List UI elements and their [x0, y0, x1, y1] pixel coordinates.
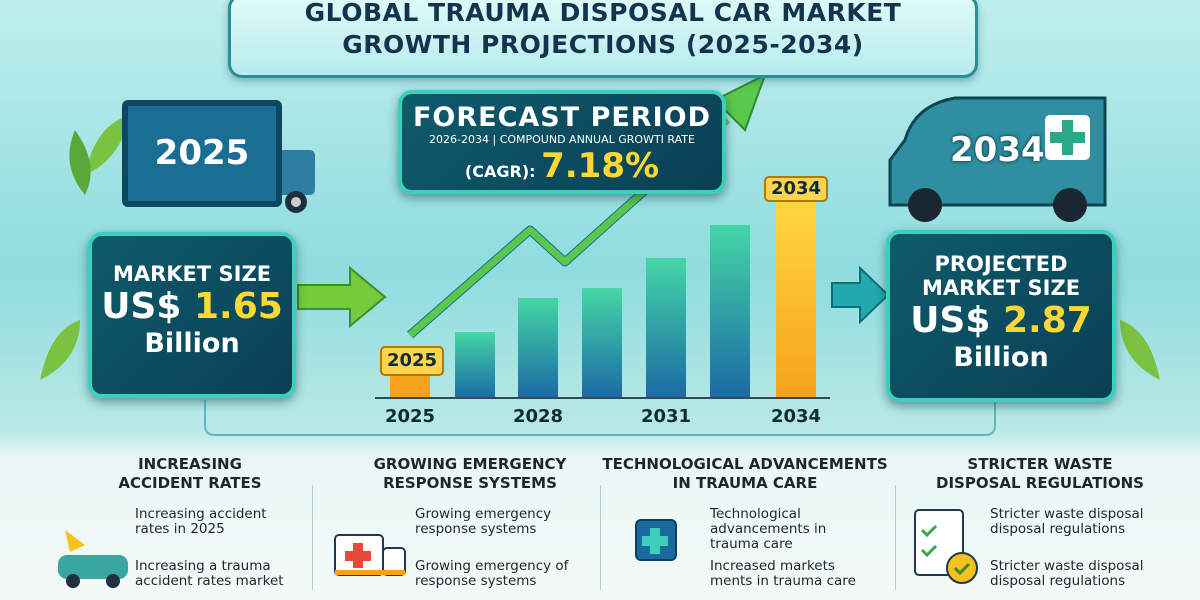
axis-label: 2025: [384, 406, 436, 427]
factor-item: Increasing a trauma accident rates marke…: [135, 558, 284, 589]
factor-item: Increasing accident rates in 2025: [135, 506, 267, 537]
year-label: 2034: [950, 130, 1045, 170]
factor-title-line: STRICTER WASTE: [967, 455, 1113, 473]
label: MARKET SIZE: [112, 262, 272, 286]
label: MARKET SIZE: [921, 276, 1081, 300]
factor-item: Growing emergency of response systems: [415, 558, 569, 589]
factor-item: Stricter waste disposal disposal regulat…: [990, 558, 1144, 589]
value: 1.65: [193, 286, 283, 327]
currency: US$: [910, 300, 991, 341]
market-size-panel: MARKET SIZE US$ 1.65 Billion: [88, 232, 296, 398]
factor-title-line: TECHNOLOGICAL ADVANCEMENTS: [602, 455, 888, 473]
factor-title-line: GROWING EMERGENCY: [373, 455, 567, 473]
projected-panel: PROJECTED MARKET SIZE US$ 2.87 Billion: [886, 230, 1116, 402]
bar-label: 2025: [380, 346, 444, 376]
label: PROJECTED: [934, 252, 1068, 276]
cagr-label: (CAGR):: [464, 162, 536, 181]
factor-item: Growing emergency response systems: [415, 506, 552, 537]
factor-item: Technological advancements in trauma car…: [710, 506, 827, 552]
unit: Billion: [953, 342, 1049, 373]
factor-column: TECHNOLOGICAL ADVANCEMENTS IN TRAUMA CARE…: [600, 455, 890, 589]
factor-title-line: IN TRAUMA CARE: [672, 474, 818, 492]
factor-title: TECHNOLOGICAL ADVANCEMENTS IN TRAUMA CARE: [600, 455, 890, 493]
cagr: 7.18%: [541, 146, 660, 186]
factor-column: INCREASING ACCIDENT RATES Increasing accid…: [45, 455, 335, 589]
axis-label: 2034: [770, 406, 822, 427]
factor-title: STRICTER WASTE DISPOSAL REGULATIONS: [895, 455, 1185, 493]
factor-item: Stricter waste disposal disposal regulat…: [990, 506, 1144, 537]
forecast-subtitle: 2026-2034 | COMPOUND ANNUAL GROWTI RATE: [429, 133, 695, 146]
factor-title-line: INCREASING: [138, 455, 242, 473]
divider: [600, 485, 601, 590]
bar-label: 2034: [764, 176, 828, 202]
factor-title-line: DISPOSAL REGULATIONS: [936, 474, 1144, 492]
title: GLOBAL TRAUMA DISPOSAL CAR MARKET: [304, 0, 902, 27]
factor-column: STRICTER WASTE DISPOSAL REGULATIONS Strict…: [895, 455, 1185, 589]
factor-title: GROWING EMERGENCY RESPONSE SYSTEMS: [325, 455, 615, 493]
factor-title: INCREASING ACCIDENT RATES: [45, 455, 335, 493]
factor-title-line: RESPONSE SYSTEMS: [383, 474, 557, 492]
divider: [895, 485, 896, 590]
divider: [312, 485, 313, 590]
factor-item: Increased markets ments in trauma care: [710, 558, 856, 589]
factor-title-line: ACCIDENT RATES: [118, 474, 262, 492]
forecast-title: FORECAST PERIOD: [412, 102, 712, 133]
axis-label: 2028: [512, 406, 564, 427]
forecast-panel: FORECAST PERIOD 2026-2034 | COMPOUND ANN…: [398, 90, 726, 194]
value: 2.87: [1002, 300, 1092, 341]
title-box: GLOBAL TRAUMA DISPOSAL CAR MARKET GROWTH…: [228, 0, 978, 78]
currency: US$: [101, 286, 182, 327]
factor-column: GROWING EMERGENCY RESPONSE SYSTEMS Growing…: [325, 455, 615, 589]
axis-label: 2031: [640, 406, 692, 427]
year-monitor: 2025: [122, 100, 282, 207]
title: GROWTH PROJECTIONS (2025-2034): [342, 30, 864, 59]
unit: Billion: [144, 328, 240, 359]
